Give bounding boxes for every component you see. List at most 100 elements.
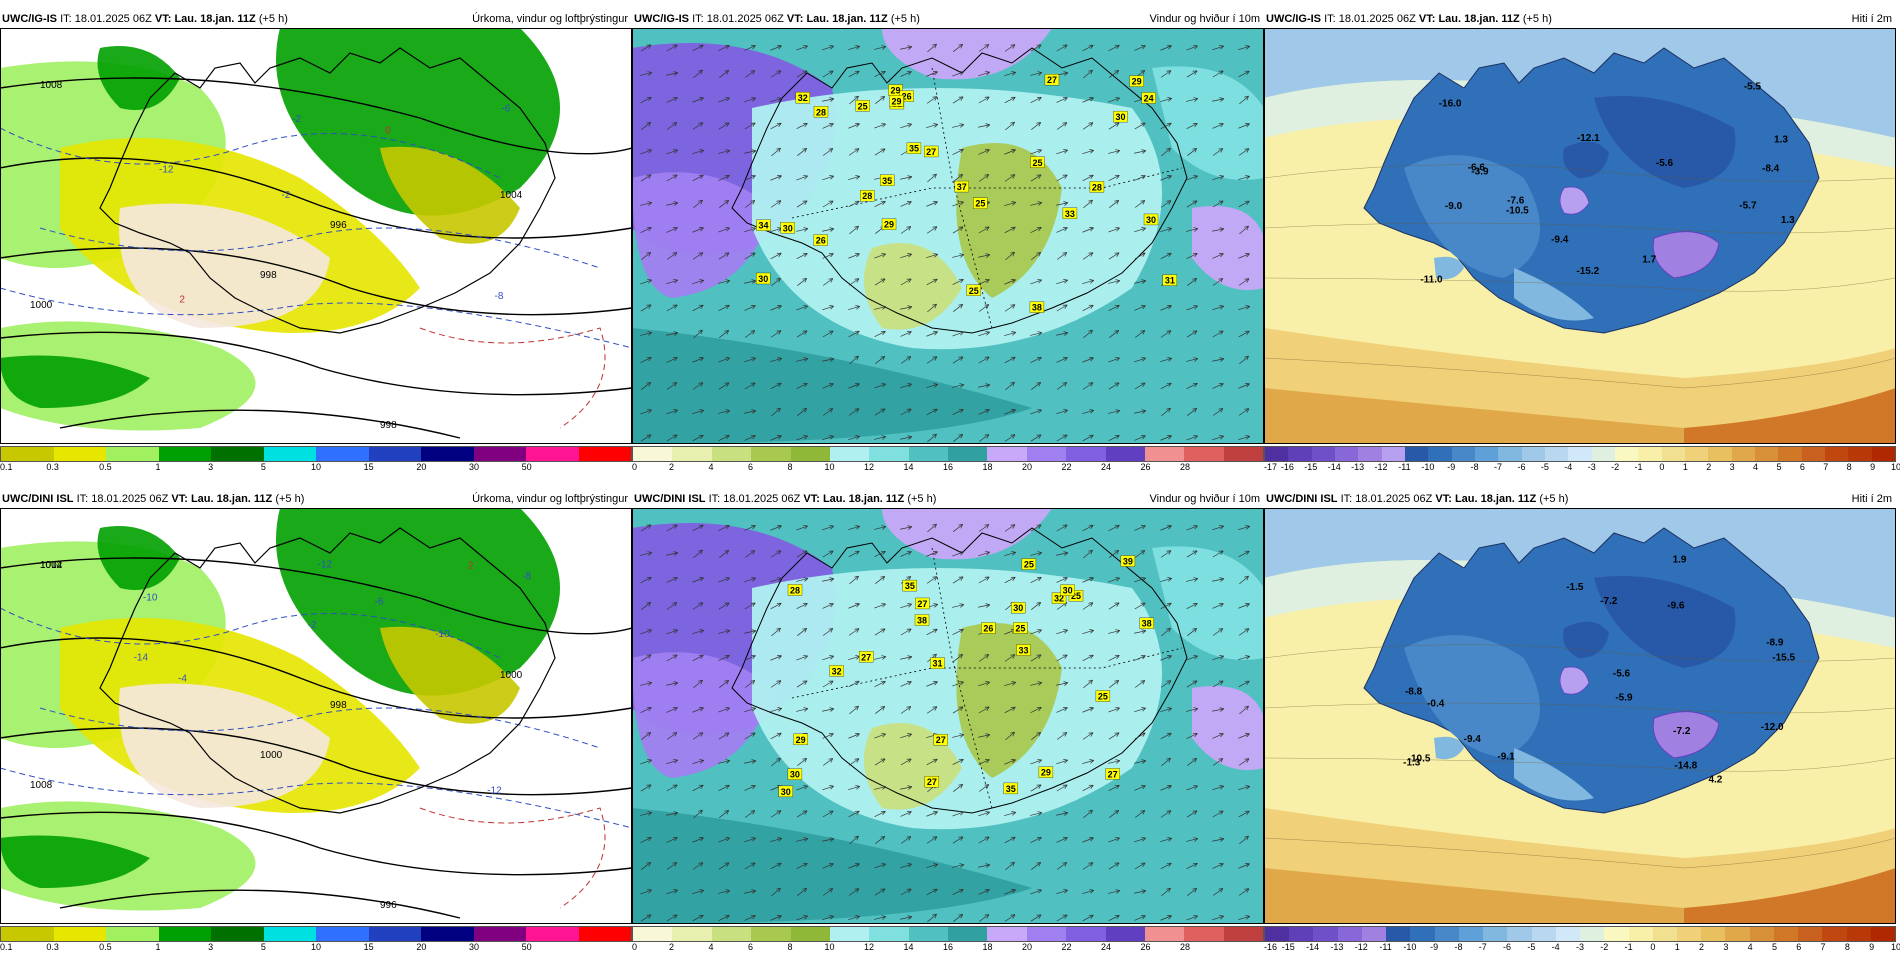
colorbar-tick-label: -9 [1430,942,1439,952]
colorbar-tick-label: 10 [310,942,322,952]
gust-value: 25 [1030,156,1045,168]
colorbar-tick-label: 2 [1699,942,1705,952]
colorbar-tick-label: 4 [708,942,714,952]
colorbar-swatches [632,446,1264,462]
colorbar-swatch [1105,447,1145,461]
isobar-label: 1008 [30,780,53,791]
init-time-value: 18.01.2025 06Z [91,493,169,505]
panel-header: UWC/IG-IS IT: 18.01.2025 06Z VT: Lau. 18… [0,10,632,28]
gust-value: 38 [914,614,930,626]
isotherm-label: -8 [495,291,504,302]
temperature-value: -15.2 [1576,266,1599,277]
svg-text:24: 24 [1144,93,1154,103]
valid-time-value: Lau. 18.jan. 11Z [1454,493,1537,505]
temperature-value: -5.7 [1739,200,1757,211]
svg-text:35: 35 [905,581,915,591]
colorbar-swatch [1265,447,1289,461]
gust-value: 30 [778,785,793,798]
panel-title: Úrkoma, vindur og loftþrýstingur [472,13,628,25]
gust-value: 35 [906,142,922,154]
gust-value: 25 [1013,622,1028,634]
colorbar-swatch [1580,927,1605,941]
colorbar-tick-label: 3 [1723,942,1729,952]
valid-time-value: Lau. 18.jan. 11Z [174,13,256,25]
colorbar-swatch [526,447,579,461]
isotherm-label: 2 [468,561,474,572]
isobar-label: 1012 [40,560,63,571]
svg-text:38: 38 [1142,619,1152,629]
map-area: 1008 1000 998 996 998 1004 -8 -12 -6 -2 0 2 -2 [0,28,632,444]
temperature-value: -10.5 [1408,754,1431,765]
colorbar-tick-label: 6 [1796,942,1802,952]
colorbar-tick-label: 7 [1823,462,1829,472]
map-canvas: 1012 1008 1000 998 996 1000 1004 -14 -12 -10 -8 -10… [0,508,632,924]
map-area: -7.2 -9.6 -7.2 -10.5 -5.6 -8.8 -12.0 -9.4 -9.1 -1… [1264,508,1896,924]
gust-value: 28 [860,190,875,202]
colorbar-swatch [1684,447,1709,461]
gust-value: 32 [1051,592,1067,604]
colorbar-swatch [672,927,712,941]
colorbar-swatch [1289,927,1314,941]
panel-title: Úrkoma, vindur og loftþrýstingur [472,493,628,505]
colorbar-tick-label: 0 [1650,942,1656,952]
lead-time: (+5 h) [1539,493,1569,505]
colorbar-tick-label: 5 [260,942,266,952]
colorbar-tick-label: 1 [155,462,161,472]
colorbar-tick-label: -11 [1379,942,1392,952]
colorbar-tick-label: -5 [1527,942,1536,952]
init-time-value: 18.01.2025 06Z [74,13,152,25]
panel-dini-wind: UWC/DINI ISL IT: 18.01.2025 06Z VT: Lau.… [632,490,1264,952]
colorbar-swatch [1,927,54,941]
colorbar-tick-label: 8 [1844,942,1850,952]
svg-text:27: 27 [917,599,927,609]
valid-time-value: Lau. 18.jan. 11Z [806,13,888,25]
colorbar-swatch [1288,447,1312,461]
colorbar-swatch [1498,447,1522,461]
colorbar-swatch [368,447,421,461]
isotherm-label: -2 [292,114,301,125]
svg-text:35: 35 [1006,784,1016,794]
svg-text:26: 26 [816,236,826,246]
colorbar-swatch [948,447,988,461]
colorbar-tick-label: 2 [668,462,675,472]
lead-time: (+5 h) [258,13,288,25]
temperature-value: -9.4 [1464,734,1482,745]
temperature-value: -11.0 [1420,275,1443,286]
colorbar-swatch [473,447,526,461]
svg-text:30: 30 [1013,603,1023,613]
colorbar-swatch [263,927,316,941]
gust-value: 38 [1139,617,1154,629]
valid-time-label: VT: [171,493,188,505]
gust-value: 29 [881,218,897,230]
colorbar-ticks: 0.1 0.3 0.5 1 3 5 10 15 20 30 50 [0,942,632,954]
colorbar-tick-label: -9 [1447,462,1456,472]
gust-value: 30 [1060,584,1075,596]
lead-time: (+5 h) [275,493,305,505]
svg-text:28: 28 [816,107,826,117]
svg-text:25: 25 [1033,158,1043,168]
isobar-label: 1000 [260,750,283,761]
colorbar-tick-label: -1 [1634,462,1643,472]
colorbar-tick-label: -4 [1551,942,1560,952]
model-name: UWC/DINI ISL [2,493,74,505]
colorbar-swatch [106,447,159,461]
colorbar-swatch [1628,927,1653,941]
colorbar-tick-label: -15 [1304,462,1318,472]
colorbar-tick-label: 12 [863,942,875,952]
isobar-label: 1000 [500,670,523,681]
colorbar-swatch [987,447,1027,461]
temperature-value: -1.3 [1403,757,1421,768]
gust-value: 29 [793,733,808,746]
colorbar-swatch [1223,927,1263,941]
gust-value: 25 [1021,558,1037,570]
colorbar-swatch [1725,927,1750,941]
svg-text:38: 38 [917,616,927,626]
gust-value: 26 [813,234,828,246]
svg-text:30: 30 [1115,112,1125,122]
svg-text:28: 28 [1092,182,1102,192]
valid-time-label: VT: [803,493,820,505]
init-time-label: IT: [692,13,704,25]
isobar-label: 1000 [30,300,53,311]
svg-text:33: 33 [1018,646,1028,656]
isobar-label: 1008 [40,80,63,91]
